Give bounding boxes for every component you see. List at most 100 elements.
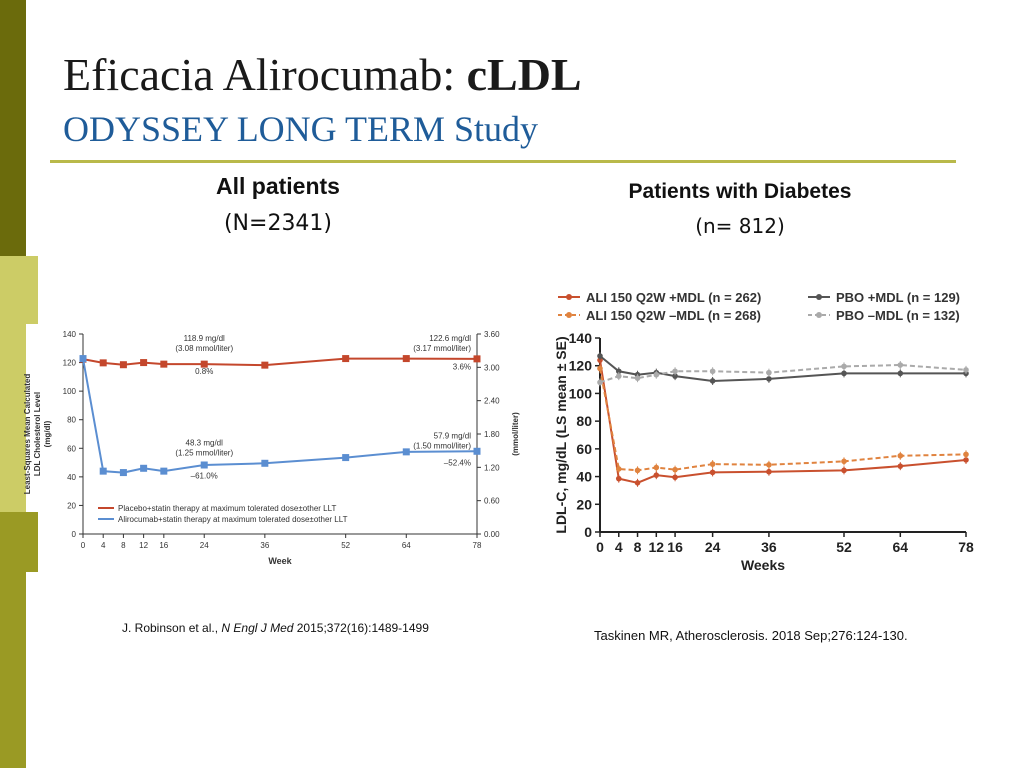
series-1-point (615, 466, 622, 472)
y-tick-label: 60 (576, 441, 592, 457)
series-2-point (841, 370, 847, 377)
series-1-point (402, 448, 410, 456)
series-line-0 (82, 357, 478, 367)
right-panel-heading: Patients with Diabetes (628, 180, 852, 203)
legend-marker-2 (816, 294, 822, 300)
series-line-0 (599, 360, 967, 484)
x-tick-label: 16 (667, 539, 683, 555)
series-0-point (634, 480, 641, 486)
legend-marker-0 (566, 294, 572, 300)
x-tick-label: 4 (101, 541, 106, 550)
sidebar-accent (26, 256, 38, 324)
series-1-point (597, 365, 603, 372)
all-patients-chart: 0204060801001201400.000.601.201.802.403.… (23, 330, 520, 566)
data-annotation: –52.4% (444, 458, 471, 467)
legend-label-1: ALI 150 Q2W –MDL (n = 268) (586, 308, 761, 323)
y-axis-title: LDL-C, mg/dL (LS mean ± SE) (553, 336, 569, 533)
data-annotation: (3.08 mmol/liter) (175, 344, 233, 353)
x-tick-label: 0 (596, 539, 604, 555)
y2-axis-title: (mmol/liter) (511, 412, 520, 456)
series-0-point (342, 355, 350, 363)
series-3-point (841, 363, 847, 370)
series-1-point (709, 461, 716, 467)
series-0-point (402, 355, 410, 363)
legend-marker-1 (566, 312, 572, 318)
data-annotation: (1.25 mmol/liter) (175, 448, 233, 457)
y-axis-title-line: Least-Squares Mean Calculated (23, 374, 32, 495)
y2-tick-label: 3.00 (484, 363, 500, 372)
data-annotation: 0.8% (195, 367, 213, 376)
series-2-point (672, 373, 678, 379)
series-0-point (766, 468, 772, 475)
series-1-point (342, 454, 350, 462)
legend-label-3: PBO –MDL (n = 132) (836, 308, 960, 323)
x-tick-label: 64 (893, 539, 909, 555)
legend-marker-3 (816, 312, 822, 318)
series-2-point (709, 378, 716, 384)
data-annotation: 122.6 mg/dl (429, 334, 471, 343)
x-tick-label: 78 (958, 539, 974, 555)
legend-label-1: Alirocumab+statin therapy at maximum tol… (118, 515, 348, 524)
y-tick-label: 100 (63, 387, 77, 396)
legend-label-0: Placebo+statin therapy at maximum tolera… (118, 504, 336, 513)
y-tick-label: 140 (569, 330, 593, 346)
x-tick-label: 52 (341, 541, 350, 550)
series-0-point (160, 360, 168, 368)
x-tick-label: 4 (615, 539, 623, 555)
y-tick-label: 120 (569, 358, 593, 374)
series-1-point (766, 461, 772, 468)
x-axis-title: Week (268, 556, 292, 566)
series-2-point (597, 353, 603, 359)
y-tick-label: 40 (576, 469, 592, 485)
x-tick-label: 24 (200, 541, 209, 550)
y2-tick-label: 1.20 (484, 463, 500, 472)
sidebar-segment-light (0, 256, 26, 512)
y-tick-label: 120 (63, 359, 77, 368)
series-line-1 (599, 368, 967, 472)
series-1-point (963, 451, 969, 458)
x-tick-label: 12 (139, 541, 148, 550)
series-3-point (672, 368, 678, 375)
series-1-point (653, 464, 660, 471)
series-0-point (897, 463, 904, 469)
series-1-point (634, 467, 641, 474)
data-annotation: 57.9 mg/dl (434, 431, 472, 440)
left-citation: J. Robinson et al., N Engl J Med 2015;37… (122, 621, 429, 635)
series-0-point (653, 472, 660, 478)
x-tick-label: 8 (634, 539, 642, 555)
data-annotation: (1.50 mmol/liter) (413, 441, 471, 450)
x-tick-label: 64 (402, 541, 411, 550)
series-1-point (79, 355, 87, 363)
y-tick-label: 20 (67, 501, 76, 510)
series-3-point (963, 367, 969, 373)
sidebar-segment-dark (0, 0, 26, 256)
y-tick-label: 40 (67, 473, 76, 482)
slide-title-bold: cLDL (466, 49, 582, 100)
series-line-2 (599, 355, 966, 382)
y-tick-label: 0 (72, 530, 77, 539)
series-1-point (473, 447, 481, 455)
series-3-point (897, 362, 904, 368)
sidebar-accent-lower (26, 512, 38, 572)
left-panel-heading: All patients (216, 173, 340, 199)
series-0-point (841, 467, 847, 474)
series-0-point (597, 357, 603, 363)
series-1-point (119, 469, 127, 477)
slide-title-plain: Eficacia Alirocumab: (63, 49, 467, 100)
series-0-point (672, 474, 678, 481)
y2-tick-label: 3.60 (484, 330, 500, 339)
y-tick-label: 0 (584, 524, 592, 540)
left-citation-prefix: J. Robinson et al., (122, 621, 222, 635)
x-tick-label: 12 (649, 539, 665, 555)
data-annotation: 48.3 mg/dl (186, 438, 224, 447)
series-3-point (653, 371, 660, 378)
title-divider (50, 160, 956, 163)
x-tick-label: 8 (121, 541, 126, 550)
slide-title: Eficacia Alirocumab: cLDL (63, 48, 582, 101)
series-1-point (200, 461, 208, 469)
series-2-point (897, 370, 904, 377)
left-citation-journal: N Engl J Med (221, 621, 294, 635)
data-annotation: 118.9 mg/dl (184, 334, 225, 343)
series-0-point (615, 475, 622, 482)
